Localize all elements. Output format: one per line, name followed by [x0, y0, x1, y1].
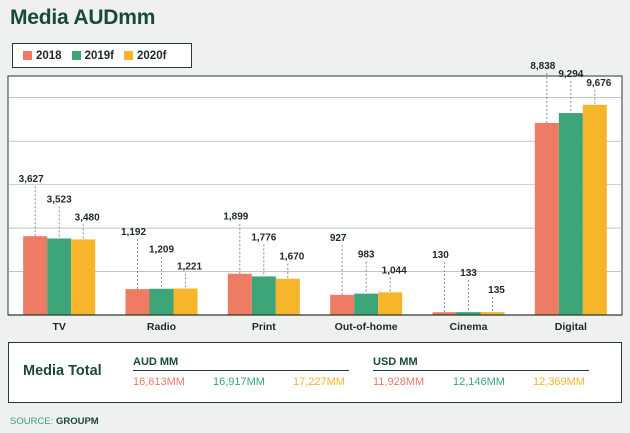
- x-tick-label: Radio: [147, 321, 176, 333]
- legend-item-2019f: 2019f: [71, 49, 115, 62]
- usd-total-2018: 11,928MM: [373, 376, 425, 388]
- data-label: 1,192: [121, 227, 146, 238]
- data-label: 9,676: [586, 78, 611, 89]
- usd-total-2019f: 12,146MM: [453, 376, 505, 388]
- data-label: 3,480: [75, 212, 100, 223]
- bar-out-of-home-2019f: [354, 293, 379, 315]
- bar-digital-2019f: [558, 113, 583, 315]
- chart-title: Media AUDmm: [10, 6, 156, 29]
- legend-label-2020f: 2020f: [137, 49, 167, 62]
- data-label: 130: [432, 250, 449, 261]
- media-total-panel: Media Total AUD MM 16,613MM 16,917MM 17,…: [8, 342, 622, 403]
- data-label: 1,670: [279, 252, 304, 263]
- bar-tv-2018: [23, 236, 48, 315]
- x-tick-label: Out-of-home: [335, 321, 398, 333]
- data-label: 8,838: [530, 61, 555, 72]
- legend-label-2018: 2018: [36, 49, 62, 62]
- legend-swatch-2020f: [124, 51, 134, 60]
- aud-mm-title: AUD MM: [133, 356, 179, 368]
- plot-area: [7, 75, 623, 316]
- x-tick-label: Digital: [555, 321, 587, 333]
- bar-digital-2018: [534, 122, 559, 315]
- data-label: 1,899: [223, 212, 248, 223]
- x-tick-label: Cinema: [450, 321, 488, 333]
- data-label: 983: [358, 250, 375, 261]
- bar-digital-2020f: [582, 104, 607, 315]
- x-tick-label: TV: [52, 321, 65, 333]
- bar-out-of-home-2018: [330, 294, 355, 315]
- data-label: 133: [460, 268, 477, 279]
- data-label: 1,776: [251, 232, 276, 243]
- bar-radio-2020f: [173, 288, 198, 315]
- data-label: 135: [488, 285, 505, 296]
- media-total-label: Media Total: [23, 363, 102, 379]
- bar-radio-2019f: [149, 288, 174, 315]
- usd-mm-title: USD MM: [373, 356, 418, 368]
- legend-swatch-2019f: [71, 51, 81, 60]
- legend-swatch-2018: [23, 51, 32, 60]
- data-label: 9,294: [558, 69, 583, 80]
- bar-out-of-home-2020f: [378, 292, 403, 315]
- aud-total-2018: 16,613MM: [133, 376, 185, 388]
- source-note: SOURCE: GROUPM: [10, 416, 99, 427]
- bar-cinema-2019f: [456, 312, 481, 315]
- aud-total-2019f: 16,917MM: [213, 376, 265, 388]
- aud-total-2020f: 17,227MM: [293, 376, 345, 388]
- bar-print-2020f: [275, 278, 300, 315]
- aud-mm-divider: [133, 370, 349, 371]
- usd-total-2020f: 12,369MM: [533, 376, 585, 388]
- data-label: 1,221: [177, 261, 202, 272]
- data-label: 927: [330, 233, 347, 244]
- data-label: 1,044: [382, 265, 407, 276]
- bar-radio-2018: [125, 289, 150, 315]
- bar-print-2018: [227, 273, 252, 315]
- x-tick-label: Print: [252, 321, 276, 333]
- data-label: 1,209: [149, 245, 174, 256]
- bar-cinema-2018: [432, 312, 457, 315]
- legend-item-2020f: 2020f: [124, 50, 166, 62]
- legend-item-2018: 2018: [23, 50, 62, 62]
- bar-tv-2019f: [47, 238, 72, 315]
- bar-cinema-2020f: [480, 312, 505, 315]
- bar-tv-2020f: [71, 239, 96, 315]
- data-label: 3,523: [47, 194, 72, 205]
- source-name: GROUPM: [55, 416, 99, 427]
- legend-label-2019f: 2019f: [84, 49, 115, 62]
- source-prefix: SOURCE:: [10, 416, 56, 427]
- bar-print-2019f: [251, 276, 276, 315]
- data-label: 3,627: [19, 174, 44, 185]
- usd-mm-divider: [373, 370, 589, 371]
- legend: 2018 2019f 2020f: [12, 43, 192, 68]
